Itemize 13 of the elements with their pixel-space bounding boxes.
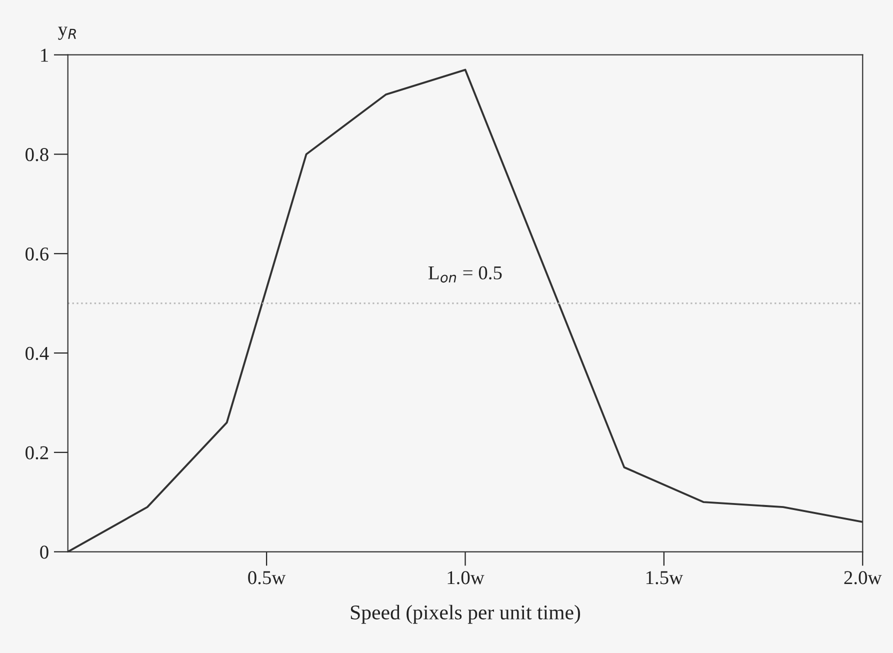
y-tick-label: 0.8 — [26, 148, 48, 162]
x-tick-label: 1.0w — [448, 571, 484, 584]
y-tick-label: 0 — [40, 546, 48, 559]
ref-line-label: L$_{on}$ = 0.5 — [428, 266, 502, 283]
y-tick-label: 1 — [41, 48, 48, 62]
x-tick-label: 2.0w — [844, 571, 882, 584]
y-tick-label: 0.4 — [26, 346, 49, 360]
x-axis-title: Speed (pixels per unit time) — [350, 604, 580, 624]
x-tick-label: 0.5w — [248, 571, 286, 584]
y-tick-label: 0.2 — [26, 446, 48, 460]
y-tick-label: 0.6 — [26, 247, 49, 261]
y-axis-title: y$_{R}$ — [58, 26, 76, 40]
x-tick-label: 1.5w — [646, 571, 684, 584]
